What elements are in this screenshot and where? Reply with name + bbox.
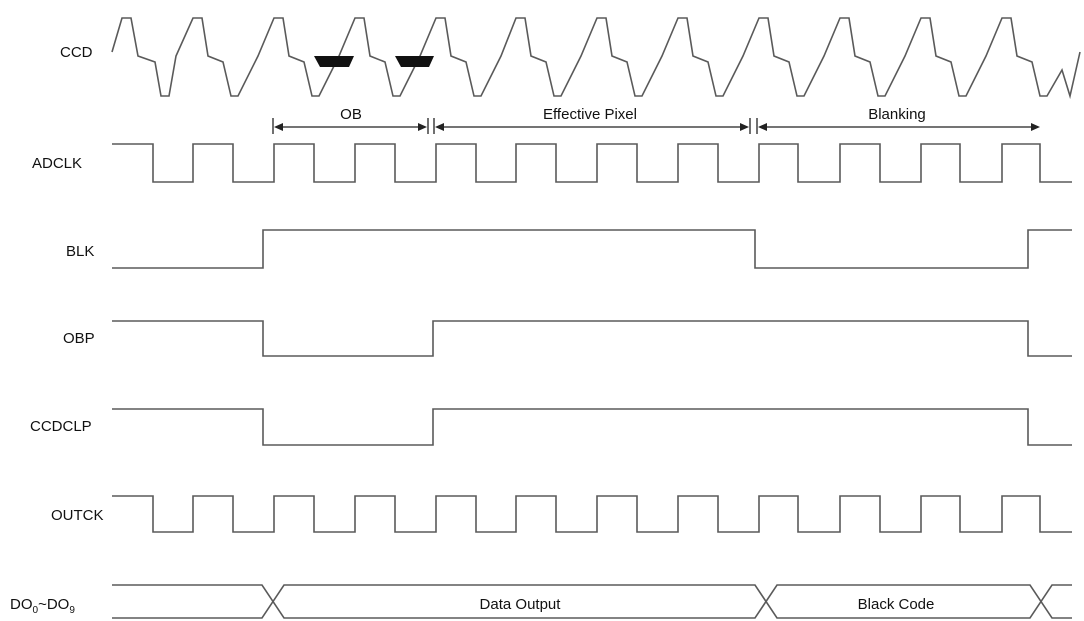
- label-do-bus: DO0~DO9: [10, 596, 75, 616]
- label-obp: OBP: [63, 330, 95, 347]
- label-ccd: CCD: [60, 44, 93, 61]
- ccd-black-pulse-2: [395, 56, 434, 67]
- label-adclk: ADCLK: [32, 155, 82, 172]
- outck-waveform: [112, 495, 1072, 533]
- period-label-ob: OB: [340, 106, 362, 123]
- bus-label-data-output: Data Output: [480, 596, 562, 613]
- ccd-black-pulse-1: [314, 56, 354, 67]
- label-do-sub-9: 9: [69, 605, 75, 616]
- period-markers: [272, 118, 1040, 134]
- ccdclp-waveform: [112, 408, 1072, 446]
- blanking-arrow-right: [1031, 123, 1040, 131]
- effective-arrow-left: [435, 123, 444, 131]
- obp-waveform: [112, 320, 1072, 357]
- label-blk: BLK: [66, 243, 94, 260]
- adclk-waveform: [112, 143, 1072, 183]
- ob-arrow-left: [274, 123, 283, 131]
- do-bus-waveform: [112, 584, 1072, 619]
- label-outck: OUTCK: [51, 507, 104, 524]
- ccd-waveform: [111, 17, 1081, 100]
- label-do-prefix: DO: [10, 596, 33, 613]
- blanking-arrow-left: [758, 123, 767, 131]
- ob-arrow-right: [418, 123, 427, 131]
- bus-label-black-code: Black Code: [858, 596, 935, 613]
- period-label-blanking: Blanking: [868, 106, 926, 123]
- label-do-sub-0: 0: [33, 605, 39, 616]
- blk-waveform: [112, 229, 1072, 269]
- period-label-effective: Effective Pixel: [543, 106, 637, 123]
- effective-arrow-right: [740, 123, 749, 131]
- label-ccdclp: CCDCLP: [30, 418, 92, 435]
- label-do-sep: ~DO: [38, 596, 69, 613]
